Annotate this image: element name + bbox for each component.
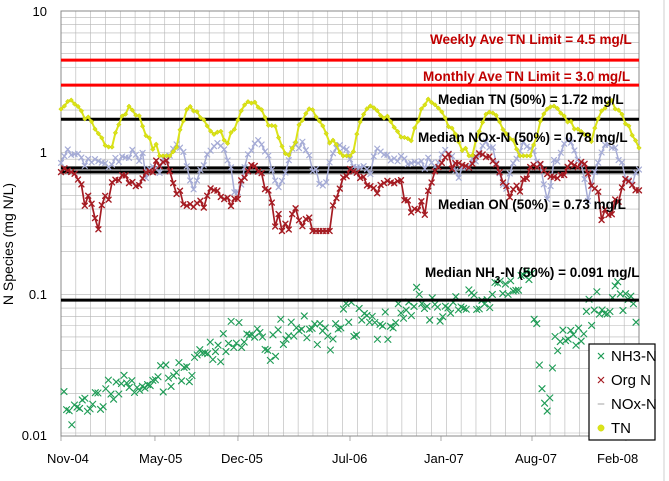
svg-text:Nov-04: Nov-04 (47, 451, 89, 466)
svg-text:Median ON (50%) = 0.73 mg/L: Median ON (50%) = 0.73 mg/L (438, 197, 626, 212)
svg-text:Monthly Ave TN Limit = 3.0 mg: Monthly Ave TN Limit = 3.0 mg/L (423, 69, 630, 84)
svg-text:Feb-08: Feb-08 (597, 451, 638, 466)
svg-text:Jul-06: Jul-06 (332, 451, 367, 466)
svg-text:Median NOx-N (50%) = 0.78 mg/L: Median NOx-N (50%) = 0.78 mg/L (418, 130, 628, 145)
svg-text:TN: TN (611, 420, 631, 437)
svg-text:0.1: 0.1 (29, 287, 47, 302)
svg-text:NH3-N: NH3-N (611, 348, 657, 365)
svg-text:N Species (mg N/L): N Species (mg N/L) (0, 183, 16, 305)
svg-text:10: 10 (33, 4, 47, 19)
svg-text:0.01: 0.01 (22, 428, 47, 443)
svg-text:Median TN (50%) = 1.72 mg/L: Median TN (50%) = 1.72 mg/L (438, 92, 624, 107)
svg-text:NOx-N: NOx-N (611, 396, 657, 413)
svg-text:Weekly Ave TN Limit = 4.5 mg/L: Weekly Ave TN Limit = 4.5 mg/L (430, 32, 632, 47)
svg-text:Aug-07: Aug-07 (515, 451, 557, 466)
svg-text:May-05: May-05 (139, 451, 182, 466)
svg-text:Org N: Org N (611, 372, 651, 389)
svg-text:Jan-07: Jan-07 (424, 451, 464, 466)
svg-text:1: 1 (40, 145, 47, 160)
svg-text:Dec-05: Dec-05 (221, 451, 263, 466)
